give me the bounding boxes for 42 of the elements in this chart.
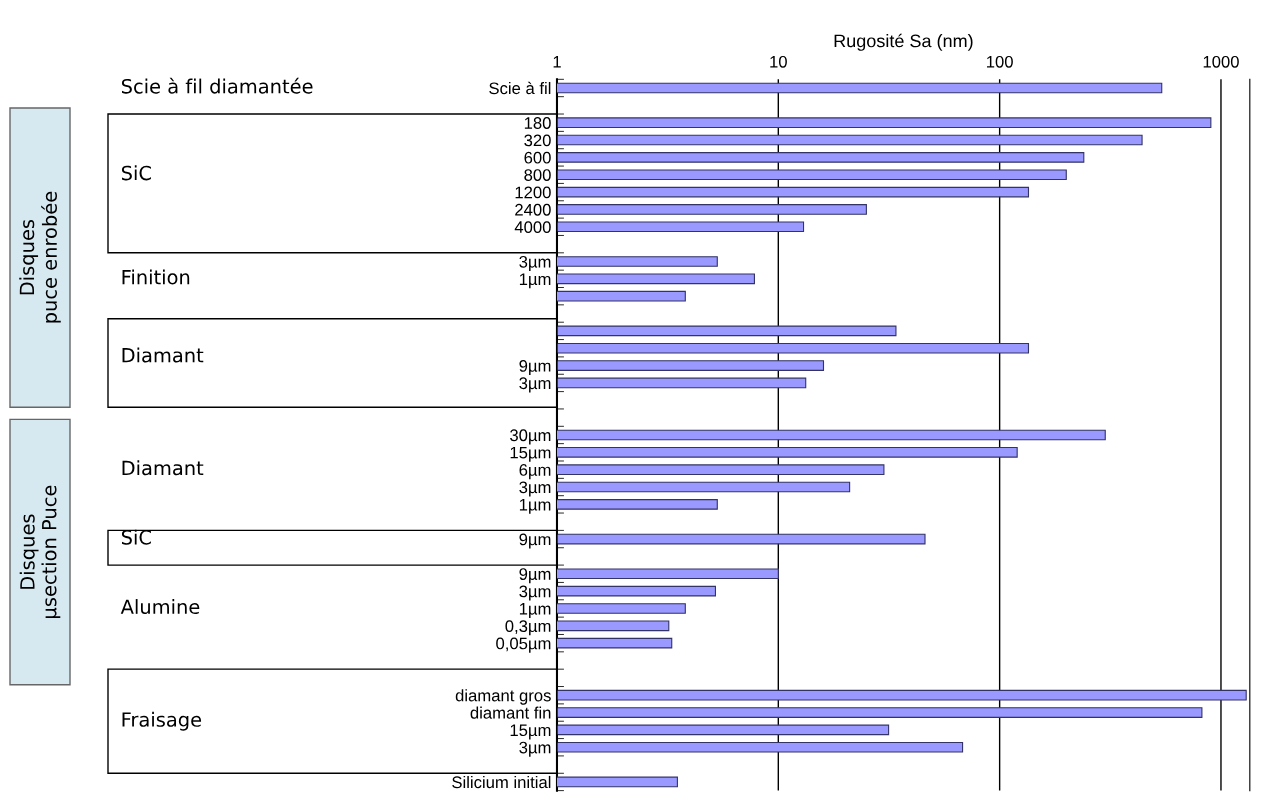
y-tick-label: 9µm [519, 533, 551, 549]
x-tick-label: 1 [553, 56, 561, 68]
y-tick-label: 30µm [510, 429, 551, 445]
text: Scie à fil diamantée [121, 77, 313, 94]
y-tick-label: 15µm [510, 724, 551, 740]
text: Disques µsection Puce [19, 485, 61, 618]
y-tick-label: 4000 [514, 221, 551, 233]
y-tick-label: 1µm [519, 498, 551, 514]
x-tick-label: 10 [770, 55, 787, 68]
text: Alumine [120, 599, 200, 615]
y-tick-label: 1µm [519, 273, 551, 289]
y-tick-label: 3µm [519, 481, 551, 497]
y-tick-label: 0,3µm [505, 620, 551, 636]
x-axis-title: Rugosité Sa (nm) [834, 33, 973, 51]
text: Diamant [122, 347, 204, 363]
y-tick-label: Silicium initial [452, 775, 551, 789]
y-tick-label: 600 [524, 151, 551, 164]
y-tick-label: Scie à fil [489, 81, 551, 95]
x-tick-label: 1000 [1203, 55, 1239, 68]
y-tick-label: diamant fin [470, 706, 551, 719]
y-tick-label: 6µm [519, 464, 551, 480]
y-tick-label: 2400 [515, 203, 551, 216]
y-tick-label: 3µm [519, 585, 551, 601]
y-tick-label: 800 [524, 169, 551, 181]
y-tick-label: 320 [524, 134, 551, 147]
y-tick-label: 1200 [515, 186, 551, 199]
y-tick-label: 9µm [519, 568, 551, 584]
y-tick-label: 1µm [519, 603, 551, 618]
y-tick-label: 3µm [519, 741, 551, 757]
y-tick-label: 3µm [519, 377, 551, 393]
y-tick-label: 0,05µm [496, 637, 551, 653]
y-tick-label: 180 [524, 117, 551, 129]
text: Fraisage [122, 711, 202, 731]
text: Diamant [122, 460, 204, 476]
text: SiC [121, 165, 151, 181]
text: Finition [122, 269, 190, 285]
y-tick-label: 9µm [519, 359, 551, 376]
x-tick-label: 100 [987, 55, 1013, 68]
y-tick-label: 15µm [510, 446, 551, 462]
y-tick-label: 3µm [519, 255, 551, 271]
text: Disques puce enrobée [19, 191, 61, 323]
y-tick-label: diamant gros [455, 689, 551, 705]
